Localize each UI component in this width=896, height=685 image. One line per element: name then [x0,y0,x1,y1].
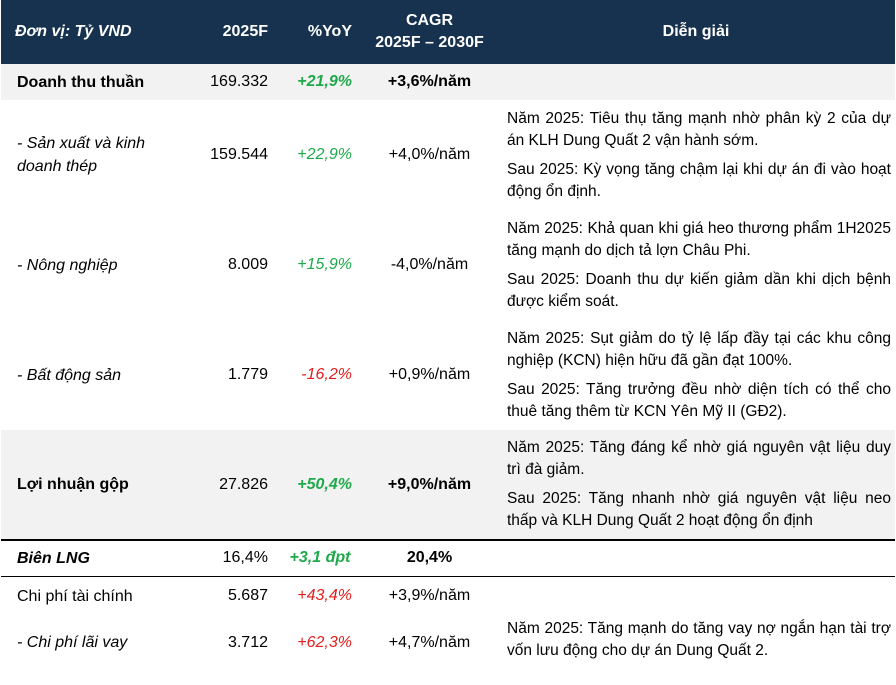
row-note-empty [497,539,895,576]
row-label: Doanh thu thuần [1,64,188,100]
note-2025: Năm 2025: Tăng mạnh do tăng vay nợ ngắn … [507,620,891,659]
row-label: - Nông nghiệp [17,256,118,274]
header-cagr-line2: 2025F – 2030F [375,34,484,51]
table-row-steel: - Sản xuất và kinh doanh thép 159.544 +2… [1,100,895,210]
table-header-row: Đơn vị: Tỷ VND 2025F %YoY CAGR 2025F – 2… [1,0,895,64]
table-row-interest-expense: - Chi phí lãi vay 3.712 +62,3% +4,7%/năm… [1,616,895,669]
header-2025f: 2025F [188,0,278,64]
row-cagr: +9,0%/năm [362,430,497,540]
row-yoy: +62,3% [297,633,352,651]
row-label: - Chi phí lãi vay [17,634,128,651]
row-yoy: +15,9% [297,256,352,273]
row-label: - Sản xuất và kinh doanh thép [17,135,146,175]
row-cagr: +0,9%/năm [388,366,471,383]
note-2025: Năm 2025: Sụt giảm do tỷ lệ lấp đầy tại … [507,329,891,369]
row-yoy: +3,1 đpt [278,539,362,576]
row-note-empty [497,64,895,100]
row-note: Năm 2025: Sụt giảm do tỷ lệ lấp đầy tại … [497,320,895,430]
row-note: Năm 2025: Khả quan khi giá heo thương ph… [497,210,895,320]
header-notes: Diễn giải [497,0,895,64]
note-2025: Năm 2025: Khả quan khi giá heo thương ph… [507,219,891,259]
row-yoy: +43,4% [278,575,362,616]
row-label: Lợi nhuận gộp [1,430,188,540]
row-cagr: +3,6%/năm [362,64,497,100]
table-row-real-estate: - Bất động sản 1.779 -16,2% +0,9%/năm Nă… [1,320,895,430]
note-after-2025: Sau 2025: Doanh thu dự kiến giảm dần khi… [507,270,891,310]
row-note-empty [497,575,895,616]
row-value: 169.332 [188,64,278,100]
table-row-revenue: Doanh thu thuần 169.332 +21,9% +3,6%/năm [1,64,895,100]
note-after-2025: Sau 2025: Kỳ vọng tăng chậm lại khi dự á… [507,160,891,200]
row-cagr: +4,0%/năm [388,146,471,163]
table-row-gross-margin: Biên LNG 16,4% +3,1 đpt 20,4% [1,539,895,576]
row-cagr: 20,4% [362,539,497,576]
note-2025: Năm 2025: Tiêu thụ tăng mạnh nhờ phân kỳ… [507,109,891,149]
row-cagr: +3,9%/năm [362,575,497,616]
row-note: Năm 2025: Tăng đáng kể nhờ giá nguyên vậ… [497,430,895,540]
row-value: 5.687 [188,575,278,616]
row-cagr: -4,0%/năm [390,256,469,273]
row-value: 159.544 [210,146,268,163]
row-label: Chi phí tài chính [1,575,188,616]
header-cagr: CAGR 2025F – 2030F [362,0,497,64]
note-2025: Năm 2025: Tăng đáng kể nhờ giá nguyên vậ… [507,439,891,478]
table-row-gross-profit: Lợi nhuận gộp 27.826 +50,4% +9,0%/năm Nă… [1,430,895,540]
table-row-agriculture: - Nông nghiệp 8.009 +15,9% -4,0%/năm Năm… [1,210,895,320]
row-value: 8.009 [227,256,268,273]
note-after-2025: Sau 2025: Tăng trưởng đều nhờ diện tích … [507,380,891,420]
row-label: Biên LNG [1,539,188,576]
row-yoy: -16,2% [301,366,352,383]
row-value: 1.779 [227,366,268,383]
header-cagr-line1: CAGR [405,12,454,29]
note-after-2025: Sau 2025: Tăng nhanh nhờ giá nguyên vật … [507,490,891,529]
header-yoy: %YoY [278,0,362,64]
table-row-financial-expense: Chi phí tài chính 5.687 +43,4% +3,9%/năm [1,575,895,616]
financial-forecast-table: Đơn vị: Tỷ VND 2025F %YoY CAGR 2025F – 2… [1,0,895,669]
row-note: Năm 2025: Tăng mạnh do tăng vay nợ ngắn … [497,616,895,669]
row-yoy: +50,4% [278,430,362,540]
row-yoy: +22,9% [297,146,352,163]
row-value: 3.712 [227,633,268,651]
row-label: - Bất động sản [17,366,122,384]
row-value: 16,4% [188,539,278,576]
row-cagr: +4,7%/năm [388,633,471,651]
row-yoy: +21,9% [278,64,362,100]
header-unit: Đơn vị: Tỷ VND [1,0,188,64]
row-note: Năm 2025: Tiêu thụ tăng mạnh nhờ phân kỳ… [497,100,895,210]
row-value: 27.826 [188,430,278,540]
